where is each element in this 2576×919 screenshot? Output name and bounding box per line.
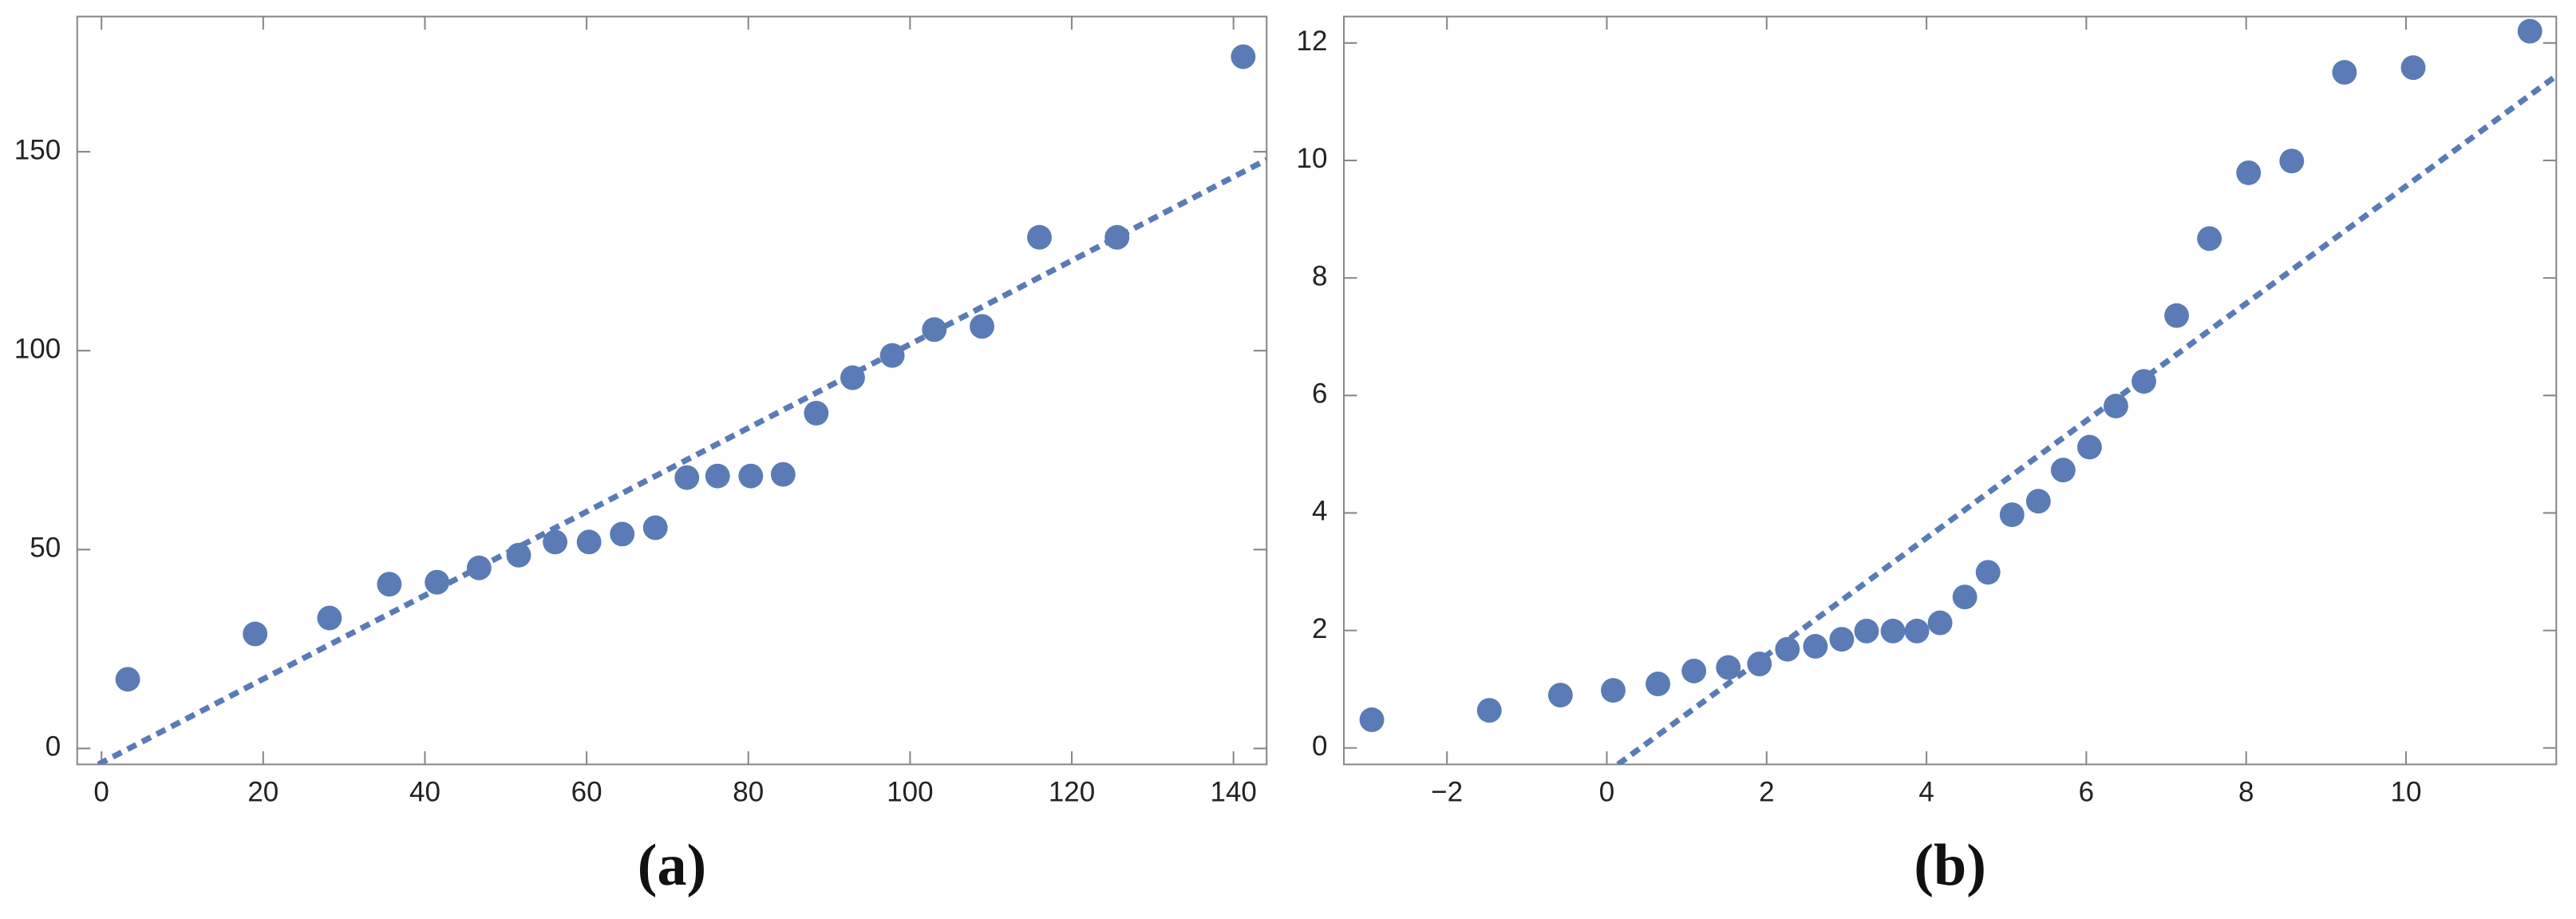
point [1547, 683, 1573, 707]
y-tick-label: 0 [1312, 731, 1327, 762]
plot-frame [76, 15, 1268, 766]
point [115, 667, 140, 692]
y-tick-label: 100 [14, 333, 61, 364]
point [466, 555, 492, 580]
x-tick-label: 140 [1211, 777, 1257, 808]
point [970, 314, 995, 339]
point [1904, 618, 1930, 644]
point [2236, 160, 2262, 185]
point [1927, 610, 1953, 636]
point [1952, 584, 1977, 610]
y-tick-label: 2 [1312, 613, 1327, 644]
point [317, 605, 342, 631]
point [879, 343, 905, 368]
point [2050, 458, 2076, 483]
y-tick-label: 6 [1312, 378, 1327, 410]
point [610, 521, 635, 547]
point [1999, 502, 2025, 528]
point [1476, 698, 1502, 723]
y-tick-label: 8 [1312, 260, 1327, 291]
point [243, 621, 268, 647]
y-tick-label: 10 [1296, 143, 1327, 174]
point [2517, 18, 2542, 44]
point [1646, 671, 1671, 697]
point [2164, 303, 2190, 328]
x-tick-label: 120 [1049, 777, 1095, 808]
x-tick-label: 6 [2079, 777, 2094, 808]
point [1027, 224, 1052, 250]
point [804, 400, 829, 426]
point [840, 365, 865, 390]
point [1104, 224, 1130, 250]
point [1975, 560, 2001, 585]
point [674, 465, 700, 490]
point [2025, 489, 2051, 514]
x-tick-label: 20 [247, 777, 279, 808]
point [2400, 55, 2426, 81]
point [377, 572, 402, 597]
y-tick-label: 0 [45, 731, 61, 763]
point [2279, 149, 2305, 174]
caption: (b) [1914, 833, 1986, 898]
x-tick-label: 10 [2391, 777, 2422, 808]
x-tick-label: 0 [93, 777, 109, 808]
x-tick-label: 0 [1599, 777, 1614, 808]
point [1775, 636, 1800, 662]
x-tick-label: 100 [887, 777, 933, 808]
point [1601, 678, 1626, 703]
point [2132, 369, 2156, 394]
plot-frame [1342, 15, 2558, 766]
x-tick-label: −2 [1431, 777, 1463, 808]
x-tick-label: 80 [733, 777, 764, 808]
point [425, 569, 450, 595]
point [543, 529, 568, 555]
y-tick-label: 12 [1296, 26, 1327, 57]
x-tick-label: 40 [409, 777, 441, 808]
point [1854, 618, 1879, 644]
point [738, 463, 764, 489]
x-tick-label: 8 [2238, 777, 2254, 808]
point [2076, 434, 2102, 460]
y-tick-label: 4 [1312, 496, 1327, 527]
point [1803, 634, 1828, 659]
point [506, 542, 531, 568]
fit-line [1616, 73, 2557, 765]
point [2197, 226, 2222, 252]
point [1359, 707, 1385, 732]
point [770, 461, 796, 487]
point [642, 515, 668, 541]
y-tick-label: 150 [14, 134, 61, 165]
x-tick-label: 4 [1918, 777, 1934, 808]
point [1747, 652, 1772, 676]
point [705, 463, 730, 489]
point [922, 317, 947, 343]
x-tick-label: 2 [1759, 777, 1774, 808]
fit-line [97, 156, 1267, 765]
point [576, 529, 602, 555]
point [2332, 60, 2357, 85]
point [1829, 627, 1855, 652]
y-tick-label: 50 [30, 533, 61, 564]
point [1231, 44, 1256, 69]
point [1880, 618, 1906, 644]
point [1716, 655, 1741, 680]
point [2104, 394, 2128, 418]
caption: (a) [638, 833, 706, 898]
point [1681, 658, 1707, 683]
x-tick-label: 60 [571, 777, 603, 808]
